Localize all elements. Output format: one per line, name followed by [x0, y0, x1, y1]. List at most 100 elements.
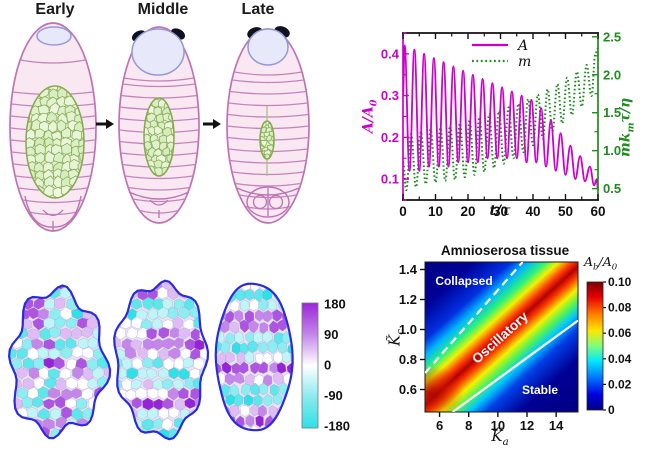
cell: [98, 398, 110, 411]
cell: [16, 367, 28, 380]
cell: [157, 449, 168, 460]
cell: [17, 448, 28, 460]
cell: [80, 428, 93, 439]
spiracle-right: [268, 194, 284, 210]
cell: [220, 283, 232, 291]
cell: [9, 287, 16, 299]
cell: [215, 415, 217, 429]
cell: [162, 337, 175, 350]
head-opening: [36, 26, 72, 46]
cell: [26, 406, 38, 419]
arrow-head: [106, 119, 114, 129]
segment-line: [128, 186, 190, 191]
cell: [10, 296, 22, 310]
cell: [257, 404, 267, 417]
cell: [215, 392, 216, 406]
x-tick-label: 60: [590, 204, 605, 219]
cell: [214, 438, 225, 450]
phase-x-tick-label: 6: [436, 418, 443, 433]
cell: [157, 387, 170, 400]
cell: [297, 446, 306, 458]
cell: [158, 406, 170, 420]
cell: [114, 397, 122, 410]
cell: [281, 289, 291, 301]
cell: [125, 428, 138, 440]
cell: [250, 283, 260, 292]
cell: [158, 327, 170, 339]
cell: [53, 297, 66, 310]
cell: [92, 406, 105, 419]
cell: [243, 350, 254, 364]
cell: [227, 268, 237, 280]
cell: [76, 398, 88, 410]
cell: [204, 378, 208, 391]
cell: [47, 387, 61, 399]
cell: [269, 446, 279, 458]
cell: [215, 288, 217, 301]
y-right-tick-label: 1.5: [603, 105, 621, 120]
cell: [54, 437, 67, 439]
cell: [172, 378, 185, 390]
cell: [105, 269, 115, 280]
cell: [49, 448, 60, 459]
cell: [209, 288, 219, 300]
cell: [115, 407, 127, 420]
ab-colorbar-tick-label: 0.06: [608, 326, 632, 340]
spiracle-oval: [246, 186, 290, 218]
cell: [60, 327, 72, 340]
cell: [182, 356, 194, 369]
cell: [54, 395, 66, 409]
head: [131, 28, 185, 76]
cell: [103, 407, 111, 421]
cell: [53, 356, 65, 370]
cell: [220, 424, 231, 431]
cell: [217, 414, 227, 427]
cell: [267, 298, 277, 311]
cell: [33, 285, 46, 290]
cell: [220, 340, 231, 354]
tissue-blob-outline-1: [7, 284, 112, 440]
cell: [277, 447, 287, 459]
ab-colorbar-tick-label: 0.02: [608, 377, 632, 391]
neck-line: [124, 77, 194, 82]
cell: [203, 397, 208, 410]
spiracle-left: [252, 194, 268, 210]
cell: [146, 327, 158, 340]
cell: [42, 285, 55, 288]
curves: [403, 44, 598, 192]
cell: [273, 414, 283, 428]
cell: [259, 322, 269, 334]
cell: [9, 426, 17, 439]
cell: [283, 268, 293, 281]
phi-colorbar: [301, 302, 319, 429]
cell: [111, 277, 122, 289]
cell: [184, 437, 196, 440]
y-axis-label-left: A/A0: [360, 99, 380, 134]
cell: [216, 438, 225, 449]
y-left-tick-label: 0.2: [381, 130, 399, 145]
cell: [276, 362, 287, 374]
phase-y-label: K̃c: [385, 329, 407, 346]
cell: [158, 267, 169, 279]
tissue-drawing: 180 90 0 -90 -180: [4, 267, 350, 461]
tail-line: [42, 209, 64, 231]
cell: [106, 449, 117, 460]
legend-label-A: A: [516, 38, 528, 54]
y-axis-label-right: mkmτ/η: [617, 97, 637, 158]
cell: [263, 310, 273, 323]
cell: [30, 338, 44, 350]
cell: [178, 327, 191, 340]
heatmap-border: [424, 261, 579, 413]
cell: [97, 285, 109, 289]
cell: [250, 448, 260, 460]
cell: [268, 405, 278, 418]
cell: [39, 448, 50, 459]
cell: [104, 449, 115, 461]
cell: [205, 417, 208, 430]
phase-x-tick-label: 8: [465, 418, 472, 433]
cell: [81, 326, 94, 339]
cell: [215, 372, 217, 387]
cell: [87, 437, 100, 439]
cell: [225, 351, 235, 364]
cell: [4, 448, 15, 460]
